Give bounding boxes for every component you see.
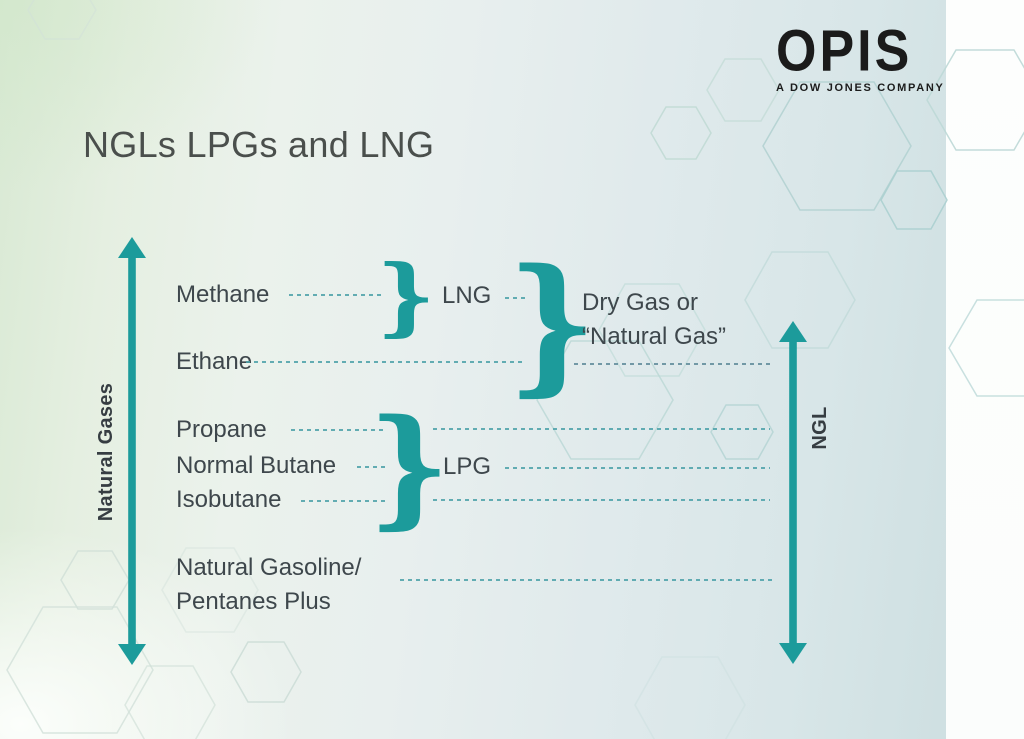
group-label-dry-gas-line2: “Natural Gas” xyxy=(582,323,727,350)
gas-label-natural-gasoline-line2: Pentanes Plus xyxy=(176,588,331,615)
lng-brace: } xyxy=(376,246,436,345)
gas-label-methane: Methane xyxy=(176,281,270,308)
gas-label-ethane: Ethane xyxy=(176,348,253,375)
group-label-dry-gas: Dry Gas or “Natural Gas” xyxy=(582,286,726,354)
opis-logo-tagline: A DOW JONES COMPANY xyxy=(776,82,945,94)
dotted-connector-isobutane-right xyxy=(433,499,770,501)
dotted-connector-normal-butane xyxy=(357,466,388,468)
dotted-connector-lpg-to-ngl xyxy=(505,467,770,469)
dotted-connector-propane-right xyxy=(433,428,770,430)
group-label-dry-gas-line1: Dry Gas or xyxy=(582,289,699,316)
dotted-connector-isobutane-left xyxy=(301,500,388,502)
ngl-label: NGL xyxy=(809,406,831,450)
dotted-connector-dry-gas-to-ngl xyxy=(574,363,770,365)
dotted-connector-ethane xyxy=(246,361,523,363)
gas-label-natural-gasoline-line1: Natural Gasoline/ xyxy=(176,554,362,581)
gas-label-natural-gasoline: Natural Gasoline/ Pentanes Plus xyxy=(176,551,361,619)
dotted-connector-natural-gasoline xyxy=(400,579,772,581)
dotted-connector-methane xyxy=(289,294,385,296)
dotted-connector-lng-to-dry-gas xyxy=(505,297,525,299)
lpg-brace: } xyxy=(367,392,451,542)
page-title: NGLs LPGs and LNG xyxy=(83,124,435,165)
group-label-lng: LNG xyxy=(442,282,492,309)
gas-label-isobutane: Isobutane xyxy=(176,486,282,513)
group-label-lpg: LPG xyxy=(443,453,492,480)
right-white-band xyxy=(946,0,1024,739)
ngl-arrow xyxy=(779,321,807,664)
opis-logo: OPIS A DOW JONES COMPANY xyxy=(776,20,945,94)
natural-gases-label: Natural Gases xyxy=(95,382,117,522)
dry-gas-brace: } xyxy=(506,236,598,410)
dotted-connector-propane-left xyxy=(291,429,387,431)
natural-gases-arrow xyxy=(118,237,146,665)
opis-logo-text: OPIS xyxy=(776,18,913,84)
gas-label-normal-butane: Normal Butane xyxy=(176,452,337,479)
gas-label-propane: Propane xyxy=(176,416,267,443)
